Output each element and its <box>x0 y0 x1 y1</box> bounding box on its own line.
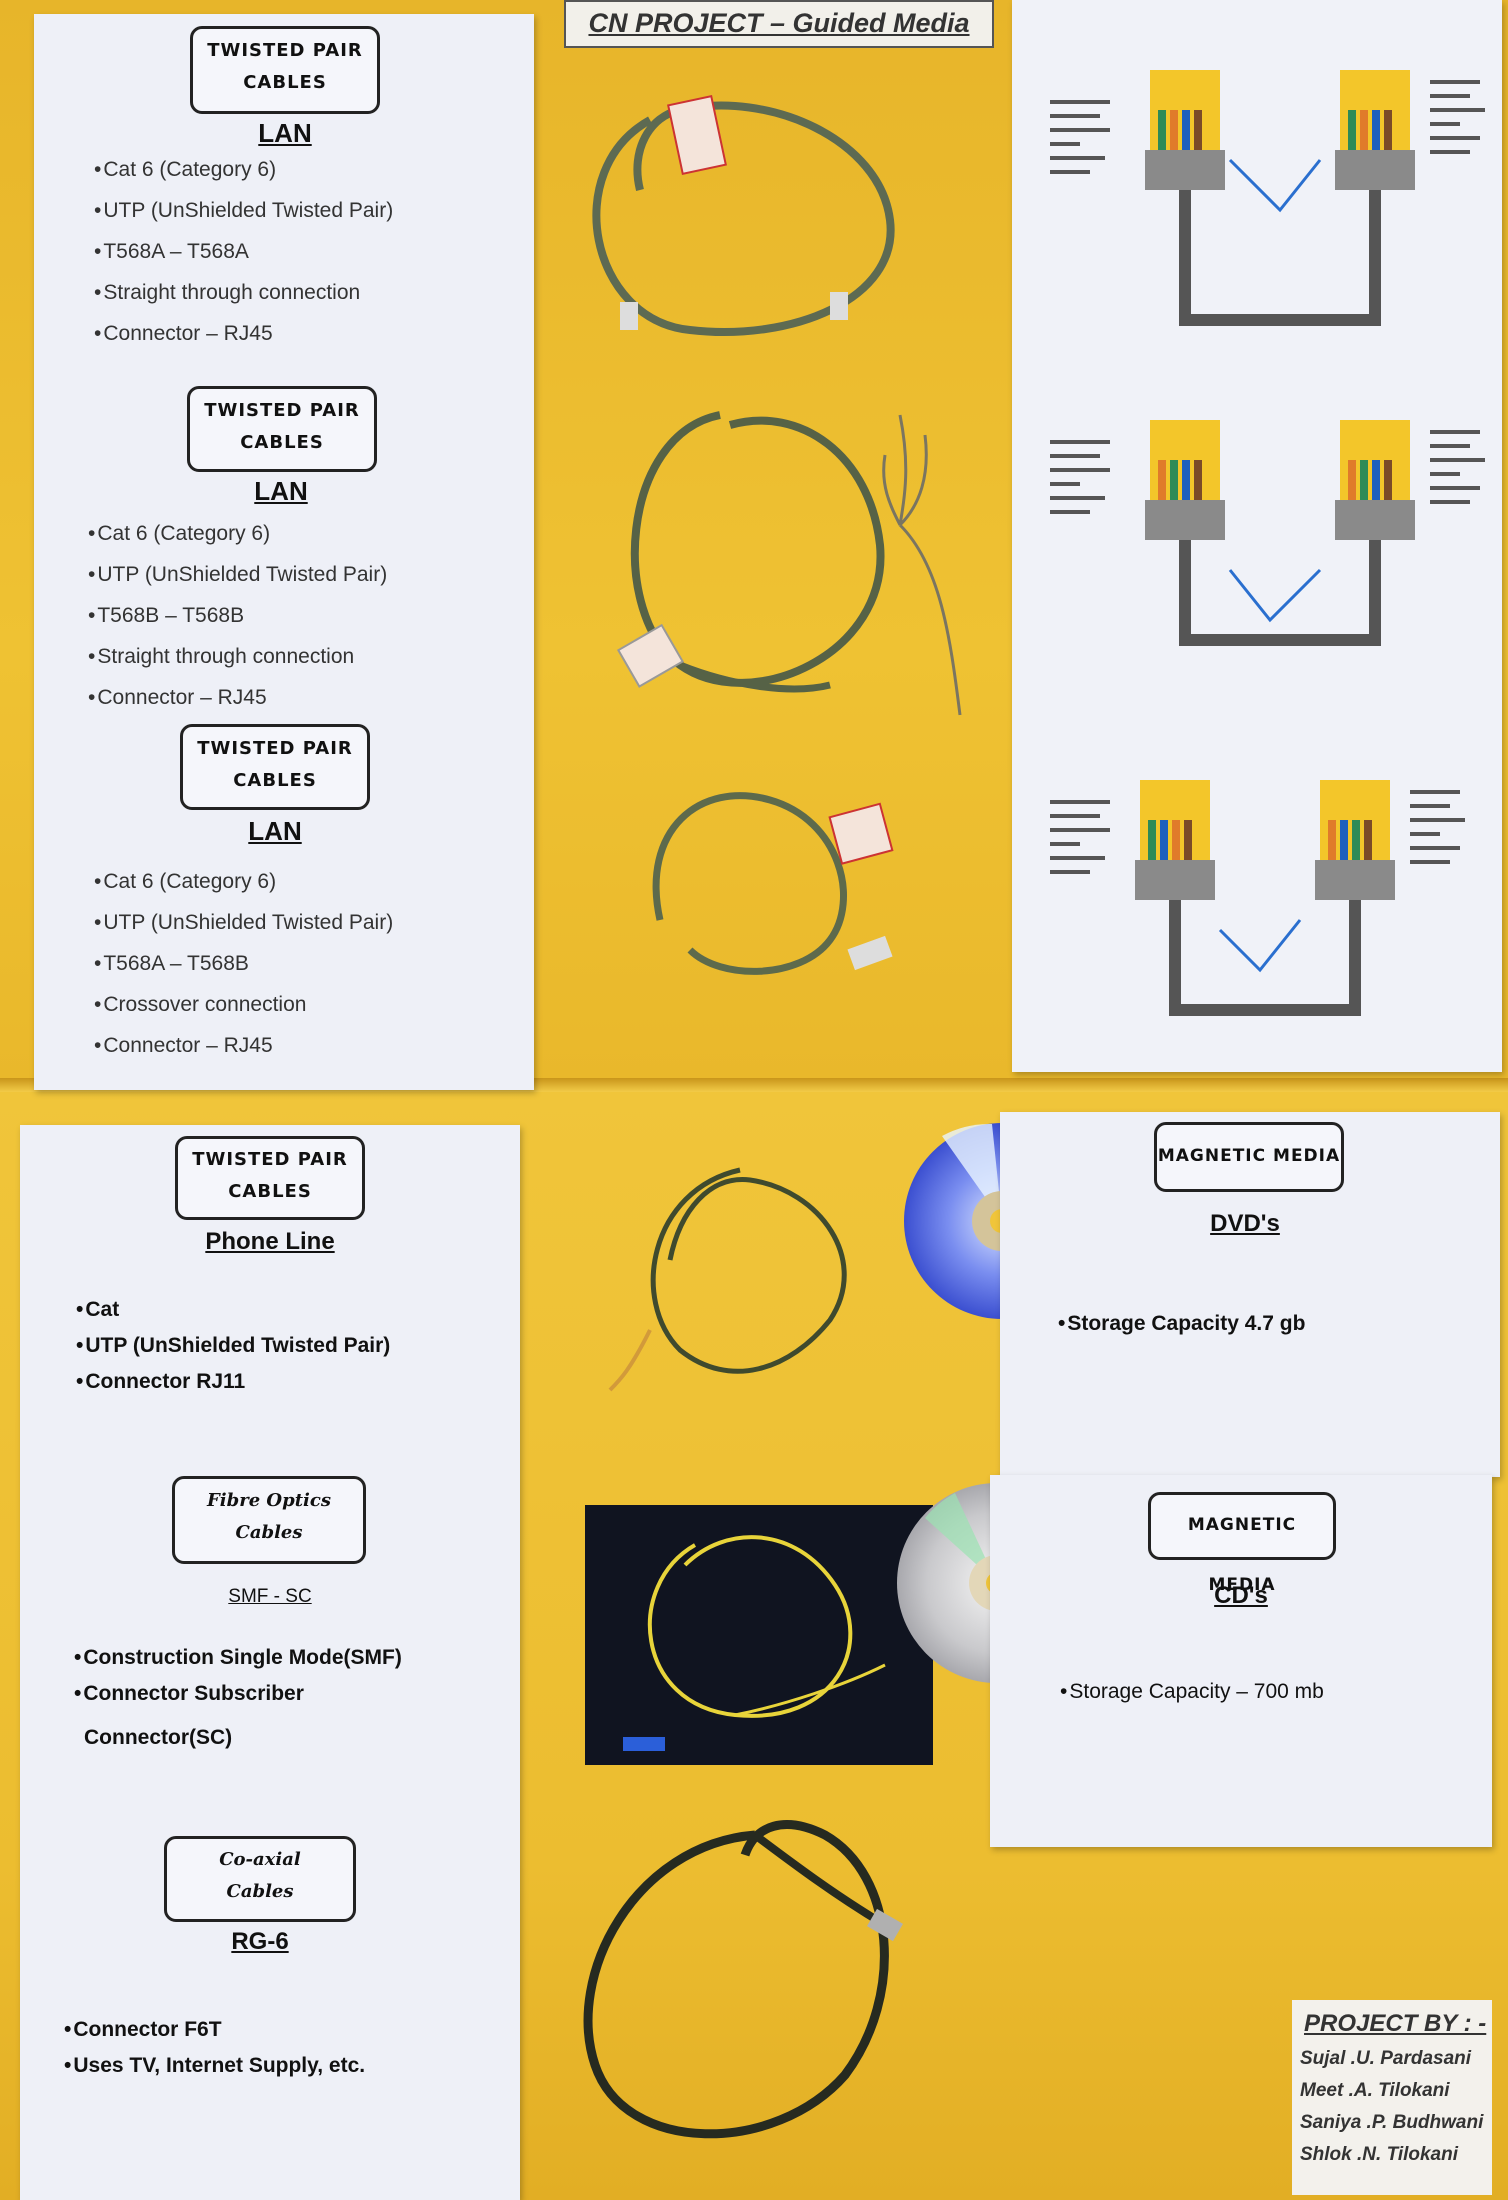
credit-name: Saniya .P. Budhwani <box>1300 2112 1484 2133</box>
phone-cable <box>608 1167 847 1392</box>
bullet: Connector – RJ45 <box>88 686 387 727</box>
lan2-bullets: Cat 6 (Category 6) UTP (UnShielded Twist… <box>88 522 387 727</box>
project-title: CN PROJECT – Guided Media <box>564 0 994 48</box>
bullet: UTP (UnShielded Twisted Pair) <box>94 199 393 240</box>
bullet: UTP (UnShielded Twisted Pair) <box>88 563 387 604</box>
coax-bullets: Connector F6T Uses TV, Internet Supply, … <box>64 2018 365 2090</box>
fibre-bullet-continuation: Connector(SC) <box>84 1726 233 1749</box>
bullet: Storage Capacity – 700 mb <box>1060 1680 1323 1716</box>
twisted-pair-tag-3: TWISTED PAIR CABLES <box>180 724 370 810</box>
lan-subtitle-2: LAN <box>254 476 308 506</box>
rj45-connector-left <box>1145 70 1225 190</box>
tag-line: TWISTED PAIR <box>197 738 353 759</box>
twisted-pair-tag-1: TWISTED PAIR CABLES <box>190 26 380 114</box>
phone-line-subtitle: Phone Line <box>205 1228 335 1255</box>
bullet: UTP (UnShielded Twisted Pair) <box>94 911 393 952</box>
coaxial-cable <box>583 1820 903 2139</box>
coaxial-tag: Co-axial Cables <box>164 1836 356 1922</box>
tag-line: Cables <box>226 1881 294 1902</box>
magnetic-media-tag-cd: MAGNETIC MEDIA <box>1148 1492 1336 1595</box>
lan-cable-straight-a <box>592 95 895 337</box>
tag-line: CABLES <box>240 432 324 453</box>
bullet: Connector – RJ45 <box>94 322 393 363</box>
cd-subtitle: CD's <box>1214 1582 1268 1609</box>
fibre-cable-photo <box>585 1505 933 1765</box>
tag-line: CABLES <box>243 72 327 93</box>
credits-heading: PROJECT BY : - <box>1304 2010 1487 2037</box>
tag-line: CABLES <box>233 770 317 791</box>
lan3-bullets: Cat 6 (Category 6) UTP (UnShielded Twist… <box>94 870 393 1075</box>
lan-cable-crossover <box>652 792 894 975</box>
wiring-diagram-sheet <box>1012 0 1502 1072</box>
bullet: Cat <box>76 1298 390 1334</box>
credit-name: Shlok .N. Tilokani <box>1300 2144 1459 2165</box>
lan-cable-straight-b <box>616 411 962 716</box>
lan1-bullets: Cat 6 (Category 6) UTP (UnShielded Twist… <box>94 158 393 363</box>
fibre-optic-cable <box>623 1535 886 1751</box>
phone-bullets: Cat UTP (UnShielded Twisted Pair) Connec… <box>76 1298 390 1406</box>
tag-line: TWISTED PAIR <box>207 40 363 61</box>
bullet: Connector – RJ45 <box>94 1034 393 1075</box>
tag-line: TWISTED PAIR <box>204 400 360 421</box>
twisted-pair-tag-phone: TWISTED PAIR CABLES <box>175 1136 365 1220</box>
tag-line: TWISTED PAIR <box>192 1149 348 1170</box>
credit-name: Meet .A. Tilokani <box>1300 2080 1450 2101</box>
credit-name: Sujal .U. Pardasani <box>1300 2048 1472 2069</box>
tag-line: Co-axial <box>219 1849 301 1870</box>
bullet: Cat 6 (Category 6) <box>94 870 393 911</box>
lan-subtitle-3: LAN <box>248 816 302 846</box>
fibre-bullets: Construction Single Mode(SMF) Connector … <box>74 1646 402 1718</box>
project-credits: PROJECT BY : - Sujal .U. Pardasani Meet … <box>1292 2000 1492 2195</box>
bullet: Connector Subscriber <box>74 1682 402 1718</box>
wire-color-list <box>1050 80 1485 174</box>
fibre-optics-tag: Fibre Optics Cables <box>172 1476 366 1564</box>
rg6-subtitle: RG-6 <box>231 1928 289 1955</box>
smf-sc-subtitle: SMF - SC <box>228 1586 312 1607</box>
cd-bullets: Storage Capacity – 700 mb <box>1060 1680 1323 1716</box>
tag-line: Fibre Optics <box>207 1490 331 1511</box>
twisted-pair-tag-2: TWISTED PAIR CABLES <box>187 386 377 472</box>
wiring-diagram-1 <box>1050 70 1485 326</box>
bullet: Straight through connection <box>88 645 387 686</box>
bullet: Storage Capacity 4.7 gb <box>1058 1312 1305 1348</box>
bullet: Uses TV, Internet Supply, etc. <box>64 2054 365 2090</box>
bullet: T568A – T568A <box>94 240 393 281</box>
bullet: Connector RJ11 <box>76 1370 390 1406</box>
tag-line: Cables <box>235 1522 303 1543</box>
bullet: Cat 6 (Category 6) <box>94 158 393 199</box>
magnetic-media-tag-dvd: MAGNETIC MEDIA <box>1154 1122 1344 1192</box>
dvd-subtitle: DVD's <box>1210 1210 1280 1237</box>
bullet: Straight through connection <box>94 281 393 322</box>
bullet: T568B – T568B <box>88 604 387 645</box>
wiring-diagram-3 <box>1050 780 1465 1016</box>
tag-line: CABLES <box>228 1181 312 1202</box>
wiring-diagram-2 <box>1050 420 1485 646</box>
bullet: Construction Single Mode(SMF) <box>74 1646 401 1682</box>
dvd-bullets: Storage Capacity 4.7 gb <box>1058 1312 1305 1348</box>
bullet: UTP (UnShielded Twisted Pair) <box>76 1334 390 1370</box>
bullet: Crossover connection <box>94 993 393 1034</box>
bullet: Cat 6 (Category 6) <box>88 522 387 563</box>
bullet: T568A – T568B <box>94 952 393 993</box>
bullet: Connector F6T <box>64 2018 365 2054</box>
rj45-connector-right <box>1335 70 1415 190</box>
lan-subtitle-1: LAN <box>258 118 312 148</box>
